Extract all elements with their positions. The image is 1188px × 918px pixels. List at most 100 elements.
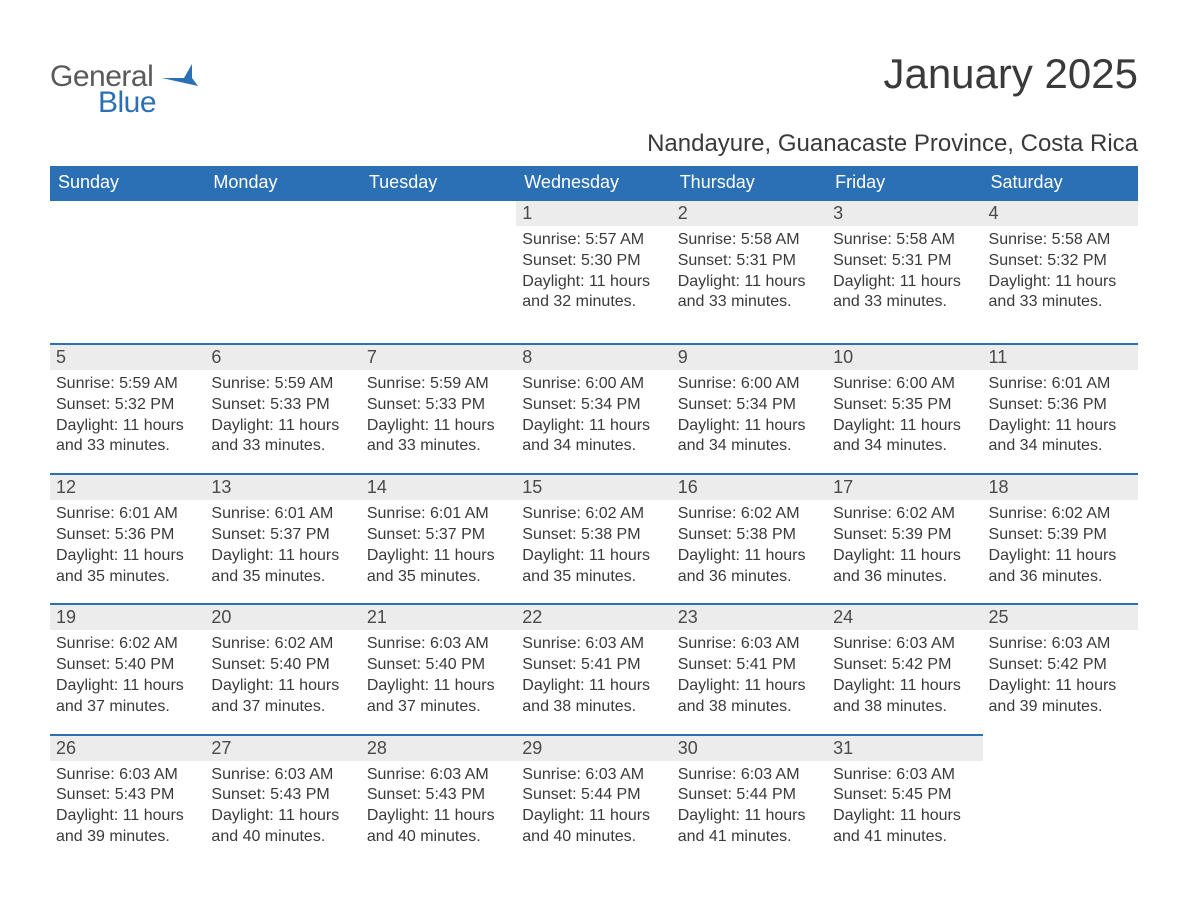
sunset-line: Sunset: 5:45 PM <box>833 785 976 806</box>
daylight-line: Daylight: 11 hours and 37 minutes. <box>56 676 199 718</box>
month-title: January 2025 <box>883 50 1138 98</box>
day-details: Sunrise: 6:02 AMSunset: 5:39 PMDaylight:… <box>983 500 1138 587</box>
calendar-cell: 27Sunrise: 6:03 AMSunset: 5:43 PMDayligh… <box>205 718 360 848</box>
day-details: Sunrise: 6:03 AMSunset: 5:40 PMDaylight:… <box>361 630 516 717</box>
sunrise-line: Sunrise: 6:03 AM <box>678 634 821 655</box>
calendar-cell: 31 Sunrise: 6:03 AMSunset: 5:45 PMDayligh… <box>827 718 982 848</box>
calendar-cell: 18Sunrise: 6:02 AMSunset: 5:39 PMDayligh… <box>983 457 1138 587</box>
calendar-cell <box>50 199 205 327</box>
sunset-line: Sunset: 5:31 PM <box>678 251 821 272</box>
calendar-cell: 7Sunrise: 5:59 AMSunset: 5:33 PMDaylight… <box>361 327 516 457</box>
day-details: Sunrise: 6:03 AMSunset: 5:44 PMDaylight:… <box>672 761 827 848</box>
daylight-line: Daylight: 11 hours and 36 minutes. <box>989 546 1132 588</box>
day-details: Sunrise: 6:03 AMSunset: 5:43 PMDaylight:… <box>205 761 360 848</box>
daylight-line: Daylight: 11 hours and 33 minutes. <box>678 272 821 314</box>
day-details: Sunrise: 6:00 AMSunset: 5:34 PMDaylight:… <box>672 370 827 457</box>
sunset-line: Sunset: 5:32 PM <box>56 395 199 416</box>
calendar-week: 26Sunrise: 6:03 AMSunset: 5:43 PMDayligh… <box>50 718 1138 848</box>
calendar-cell <box>983 718 1138 848</box>
daylight-line: Daylight: 11 hours and 37 minutes. <box>367 676 510 718</box>
daylight-line: Daylight: 11 hours and 37 minutes. <box>211 676 354 718</box>
sunset-line: Sunset: 5:43 PM <box>56 785 199 806</box>
day-number: 31 <box>827 736 982 761</box>
sunset-line: Sunset: 5:34 PM <box>678 395 821 416</box>
sunrise-line: Sunrise: 6:01 AM <box>56 504 199 525</box>
calendar-cell: 9Sunrise: 6:00 AMSunset: 5:34 PMDaylight… <box>672 327 827 457</box>
sunset-line: Sunset: 5:41 PM <box>678 655 821 676</box>
daylight-line: Daylight: 11 hours and 33 minutes. <box>367 416 510 458</box>
day-number: 4 <box>983 201 1138 226</box>
daylight-line: Daylight: 11 hours and 41 minutes. <box>833 806 976 848</box>
calendar-cell: 29Sunrise: 6:03 AMSunset: 5:44 PMDayligh… <box>516 718 671 848</box>
sunrise-line: Sunrise: 6:03 AM <box>833 765 976 786</box>
day-details: Sunrise: 6:03 AMSunset: 5:41 PMDaylight:… <box>516 630 671 717</box>
calendar-cell: 19Sunrise: 6:02 AMSunset: 5:40 PMDayligh… <box>50 587 205 717</box>
calendar-cell: 25 Sunrise: 6:03 AMSunset: 5:42 PMDayligh… <box>983 587 1138 717</box>
day-details: Sunrise: 6:02 AMSunset: 5:40 PMDaylight:… <box>205 630 360 717</box>
calendar-cell: 17Sunrise: 6:02 AMSunset: 5:39 PMDayligh… <box>827 457 982 587</box>
day-number: 2 <box>672 201 827 226</box>
logo: General Blue <box>50 60 198 120</box>
day-details: Sunrise: 6:02 AMSunset: 5:38 PMDaylight:… <box>672 500 827 587</box>
sunset-line: Sunset: 5:42 PM <box>989 655 1132 676</box>
sunrise-line: Sunrise: 6:01 AM <box>211 504 354 525</box>
calendar-cell: 24Sunrise: 6:03 AMSunset: 5:42 PMDayligh… <box>827 587 982 717</box>
day-details: Sunrise: 6:01 AMSunset: 5:36 PMDaylight:… <box>983 370 1138 457</box>
sunrise-line: Sunrise: 6:03 AM <box>56 765 199 786</box>
day-number: 11 <box>983 345 1138 370</box>
weekday-monday: Monday <box>205 166 360 199</box>
sunrise-line: Sunrise: 5:57 AM <box>522 230 665 251</box>
sunrise-line: Sunrise: 6:03 AM <box>367 634 510 655</box>
sunset-line: Sunset: 5:44 PM <box>522 785 665 806</box>
sunset-line: Sunset: 5:44 PM <box>678 785 821 806</box>
sunrise-line: Sunrise: 6:02 AM <box>522 504 665 525</box>
day-number: 6 <box>205 345 360 370</box>
sunrise-line: Sunrise: 6:03 AM <box>522 765 665 786</box>
day-details: Sunrise: 5:58 AMSunset: 5:31 PMDaylight:… <box>827 226 982 313</box>
sunset-line: Sunset: 5:30 PM <box>522 251 665 272</box>
daylight-line: Daylight: 11 hours and 34 minutes. <box>522 416 665 458</box>
day-details: Sunrise: 6:03 AMSunset: 5:41 PMDaylight:… <box>672 630 827 717</box>
daylight-line: Daylight: 11 hours and 34 minutes. <box>678 416 821 458</box>
day-details: Sunrise: 5:59 AMSunset: 5:32 PMDaylight:… <box>50 370 205 457</box>
sunset-line: Sunset: 5:39 PM <box>989 525 1132 546</box>
daylight-line: Daylight: 11 hours and 38 minutes. <box>833 676 976 718</box>
calendar-table: SundayMondayTuesdayWednesdayThursdayFrid… <box>50 166 1138 848</box>
day-details: Sunrise: 5:58 AMSunset: 5:32 PMDaylight:… <box>983 226 1138 313</box>
calendar-cell: 21Sunrise: 6:03 AMSunset: 5:40 PMDayligh… <box>361 587 516 717</box>
sunrise-line: Sunrise: 6:01 AM <box>989 374 1132 395</box>
day-details: Sunrise: 5:58 AMSunset: 5:31 PMDaylight:… <box>672 226 827 313</box>
header: General Blue January 2025 <box>50 50 1138 120</box>
daylight-line: Daylight: 11 hours and 34 minutes. <box>833 416 976 458</box>
day-number: 25 <box>983 605 1138 630</box>
calendar-cell: 30Sunrise: 6:03 AMSunset: 5:44 PMDayligh… <box>672 718 827 848</box>
sunrise-line: Sunrise: 6:03 AM <box>989 634 1132 655</box>
location: Nandayure, Guanacaste Province, Costa Ri… <box>50 130 1138 158</box>
calendar-cell: 11Sunrise: 6:01 AMSunset: 5:36 PMDayligh… <box>983 327 1138 457</box>
sunrise-line: Sunrise: 5:59 AM <box>367 374 510 395</box>
sunset-line: Sunset: 5:42 PM <box>833 655 976 676</box>
sunrise-line: Sunrise: 6:00 AM <box>522 374 665 395</box>
calendar-cell: 15Sunrise: 6:02 AMSunset: 5:38 PMDayligh… <box>516 457 671 587</box>
calendar-body: 1Sunrise: 5:57 AMSunset: 5:30 PMDaylight… <box>50 199 1138 848</box>
sunset-line: Sunset: 5:38 PM <box>522 525 665 546</box>
day-number: 18 <box>983 475 1138 500</box>
daylight-line: Daylight: 11 hours and 33 minutes. <box>833 272 976 314</box>
calendar-cell: 6Sunrise: 5:59 AMSunset: 5:33 PMDaylight… <box>205 327 360 457</box>
day-number: 26 <box>50 736 205 761</box>
weekday-sunday: Sunday <box>50 166 205 199</box>
daylight-line: Daylight: 11 hours and 40 minutes. <box>211 806 354 848</box>
calendar-cell <box>205 199 360 327</box>
day-number: 27 <box>205 736 360 761</box>
sunset-line: Sunset: 5:33 PM <box>211 395 354 416</box>
title-block: January 2025 <box>883 50 1138 98</box>
day-details: Sunrise: 6:02 AMSunset: 5:40 PMDaylight:… <box>50 630 205 717</box>
sunset-line: Sunset: 5:34 PM <box>522 395 665 416</box>
daylight-line: Daylight: 11 hours and 39 minutes. <box>989 676 1132 718</box>
day-number: 10 <box>827 345 982 370</box>
sunrise-line: Sunrise: 6:03 AM <box>833 634 976 655</box>
sunrise-line: Sunrise: 5:59 AM <box>56 374 199 395</box>
calendar-week: 12Sunrise: 6:01 AMSunset: 5:36 PMDayligh… <box>50 457 1138 587</box>
calendar-cell: 12Sunrise: 6:01 AMSunset: 5:36 PMDayligh… <box>50 457 205 587</box>
weekday-header-row: SundayMondayTuesdayWednesdayThursdayFrid… <box>50 166 1138 199</box>
